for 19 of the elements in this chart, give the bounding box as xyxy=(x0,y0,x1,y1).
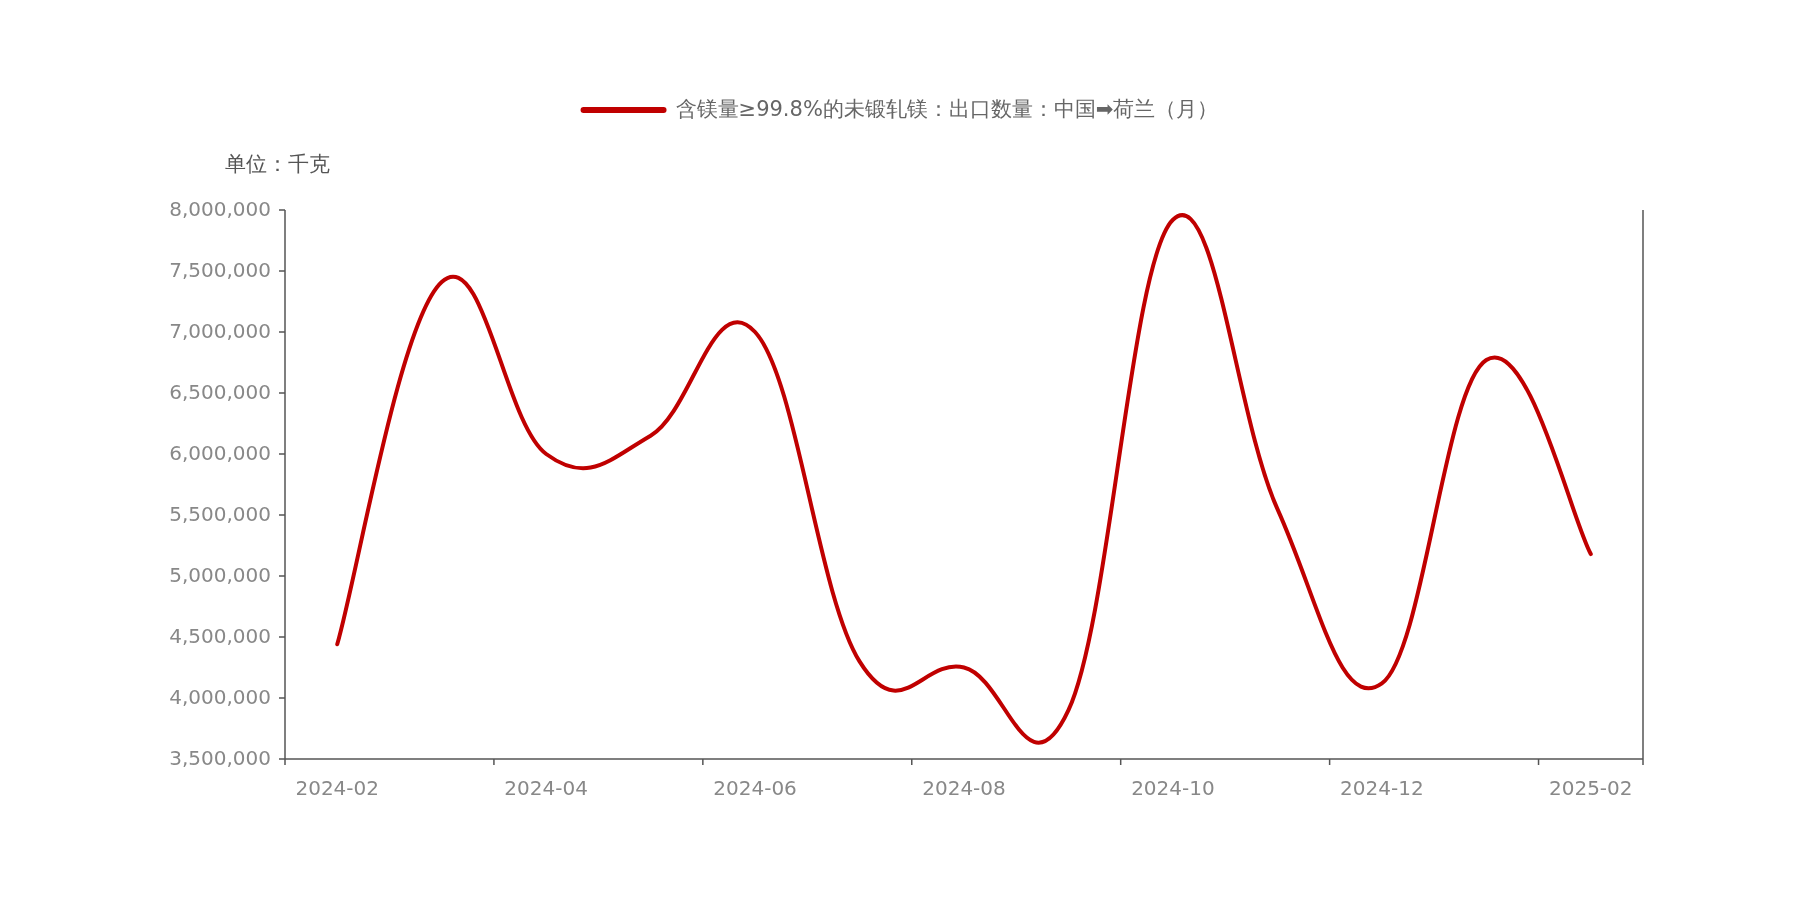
y-axis-title: 单位：千克 xyxy=(225,152,330,176)
x-tick-label: 2024-12 xyxy=(1340,775,1424,800)
y-tick-label: 8,000,000 xyxy=(169,196,271,221)
x-tick-label: 2024-08 xyxy=(922,775,1006,800)
y-tick-label: 4,000,000 xyxy=(169,684,271,709)
x-tick-label: 2024-04 xyxy=(504,775,588,800)
y-tick-label: 6,500,000 xyxy=(169,379,271,404)
x-tick-label: 2025-02 xyxy=(1548,775,1633,800)
y-tick-label: 7,500,000 xyxy=(169,257,271,282)
y-tick-label: 5,000,000 xyxy=(169,562,271,587)
y-tick-label: 4,500,000 xyxy=(169,623,271,648)
x-tick-label: 2024-02 xyxy=(295,775,380,800)
x-tick-label: 2024-10 xyxy=(1131,775,1215,800)
x-tick-label: 2024-06 xyxy=(713,775,797,800)
legend-label: 含镁量≥99.8%的未锻轧镁：出口数量：中国➡荷兰（月） xyxy=(675,97,1219,121)
y-tick-label: 5,500,000 xyxy=(169,501,271,526)
y-tick-label: 7,000,000 xyxy=(169,318,271,343)
y-tick-label: 6,000,000 xyxy=(169,440,271,465)
y-tick-label: 3,500,000 xyxy=(169,745,271,770)
